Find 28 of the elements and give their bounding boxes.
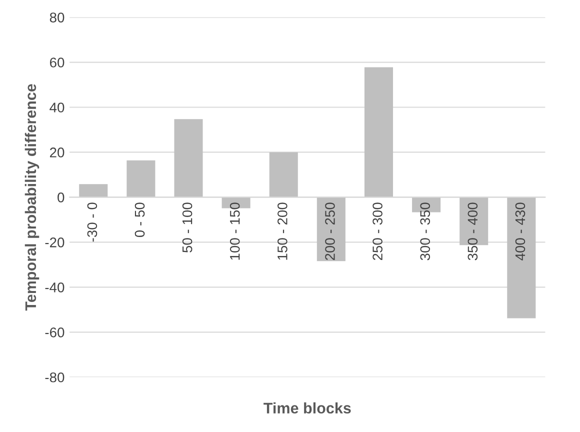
x-tick-label: 50 - 100: [182, 202, 192, 252]
x-tick-label: 100 - 150: [230, 202, 240, 260]
y-axis-title: Temporal probability difference: [24, 84, 40, 311]
y-tick-label: 20: [50, 148, 64, 158]
bar: [126, 160, 156, 198]
x-tick-label: 0 - 50: [134, 202, 145, 238]
bar: [269, 152, 298, 198]
y-tick-label: -20: [45, 238, 64, 248]
y-tick-label: 0: [58, 192, 64, 202]
x-tick-label: 200 - 250: [325, 202, 335, 260]
bar: [316, 197, 346, 262]
x-tick-label: 350 - 400: [468, 202, 478, 260]
bar: [507, 197, 536, 318]
bar: [174, 119, 203, 198]
y-tick-label: -60: [45, 327, 64, 338]
y-tick-label: 60: [50, 58, 64, 68]
x-tick-label: 150 - 200: [278, 202, 288, 260]
bar: [364, 67, 394, 198]
x-tick-label: 300 - 350: [420, 202, 430, 260]
x-axis-title: Time blocks: [264, 402, 351, 414]
x-tick-label: 400 - 430: [515, 202, 526, 260]
y-tick-label: 40: [50, 102, 64, 112]
bar: [79, 184, 108, 198]
x-tick-label: -30 - 0: [87, 202, 98, 242]
y-tick-label: -80: [45, 372, 64, 382]
y-tick-label: 80: [50, 12, 64, 22]
y-tick-label: -40: [45, 282, 64, 292]
x-tick-label: 250 - 300: [372, 202, 382, 260]
